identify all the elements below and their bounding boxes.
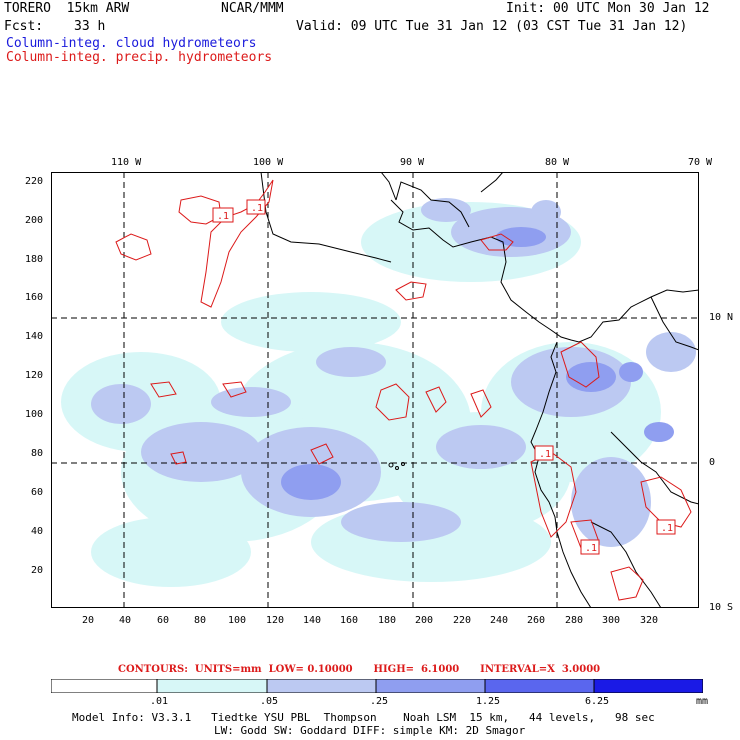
contour-label: .1: [539, 449, 551, 460]
grid-y-label: 200: [25, 215, 44, 226]
grid-x-label: 320: [640, 615, 659, 626]
contour-labels: .1 .1 .1 .1 .1: [212, 199, 676, 555]
grid-x-label: 300: [602, 615, 621, 626]
contour-label: .1: [585, 543, 597, 554]
legend-bin: [266, 679, 377, 693]
model-title: TORERO 15km ARW: [4, 1, 130, 16]
legend-tick: 1.25: [476, 696, 501, 707]
precip-field-title: Column-integ. precip. hydrometeors: [6, 50, 273, 65]
grid-y-label: 20: [31, 565, 44, 576]
grid-y-label: 220: [25, 176, 44, 187]
lon-label: 70 W: [688, 157, 713, 168]
forecast-label: Fcst:: [4, 19, 44, 34]
color-legend: [51, 679, 703, 693]
lon-label: 80 W: [545, 157, 570, 168]
lon-label: 90 W: [400, 157, 425, 168]
grid-x-label: 180: [378, 615, 397, 626]
legend-bin: [51, 679, 158, 693]
grid-y-label: 120: [25, 370, 44, 381]
lat-label: 10 S: [709, 602, 734, 613]
grid-y-label: 60: [31, 487, 44, 498]
grid-y-label: 80: [31, 448, 44, 459]
legend-tick: .01: [150, 696, 169, 707]
cloud-dense-shading: [281, 227, 674, 500]
lon-label: 110 W: [111, 157, 142, 168]
coastlines: [260, 172, 699, 608]
contour-label: .1: [217, 211, 229, 222]
precip-contours: [115, 179, 692, 601]
grid-x-label: 140: [303, 615, 322, 626]
legend-tick: .25: [370, 696, 389, 707]
grid-y-label: 100: [25, 409, 44, 420]
legend-bin: [375, 679, 486, 693]
grid-x-label: 260: [527, 615, 546, 626]
map-frame: [51, 172, 699, 608]
grid-x-label: 20: [82, 615, 95, 626]
grid-x-label: 280: [565, 615, 584, 626]
grid-x-label: 220: [453, 615, 472, 626]
legend-bin: [484, 679, 595, 693]
grid-x-label: 160: [340, 615, 359, 626]
grid-x-label: 60: [157, 615, 170, 626]
forecast-hour: 33 h: [74, 19, 106, 34]
grid-x-label: 240: [490, 615, 509, 626]
grid-x-label: 200: [415, 615, 434, 626]
contour-label: .1: [661, 523, 673, 534]
grid-y-label: 160: [25, 292, 44, 303]
lat-label: 0: [709, 457, 716, 468]
lon-label: 100 W: [253, 157, 284, 168]
grid-x-label: 120: [266, 615, 285, 626]
legend-tick: 6.25: [585, 696, 610, 707]
legend-bin: [156, 679, 268, 693]
cloud-field-title: Column-integ. cloud hydrometeors: [6, 36, 257, 51]
lat-lon-grid: [51, 172, 699, 608]
valid-time: Valid: 09 UTC Tue 31 Jan 12 (03 CST Tue …: [296, 19, 688, 34]
grid-y-label: 140: [25, 331, 44, 342]
forecast-map: .1 .1 .1 .1 .1: [51, 172, 699, 608]
lat-label: 10 N: [709, 312, 734, 323]
contour-label: .1: [251, 203, 263, 214]
init-time: Init: 00 UTC Mon 30 Jan 12: [506, 1, 710, 16]
center-name: NCAR/MMM: [221, 1, 284, 16]
grid-x-label: 80: [194, 615, 207, 626]
grid-y-label: 40: [31, 526, 44, 537]
legend-unit: mm: [696, 696, 709, 707]
legend-bin: [593, 679, 703, 693]
contours-info: CONTOURS: UNITS=mm LOW= 0.10000 HIGH= 6.…: [118, 664, 601, 675]
legend-tick: .05: [260, 696, 279, 707]
model-physics: LW: Godd SW: Goddard DIFF: simple KM: 2D…: [214, 724, 526, 737]
grid-y-label: 180: [25, 254, 44, 265]
model-info: Model Info: V3.3.1 Tiedtke YSU PBL Thomp…: [72, 711, 655, 724]
grid-x-label: 100: [228, 615, 247, 626]
grid-x-label: 40: [119, 615, 132, 626]
